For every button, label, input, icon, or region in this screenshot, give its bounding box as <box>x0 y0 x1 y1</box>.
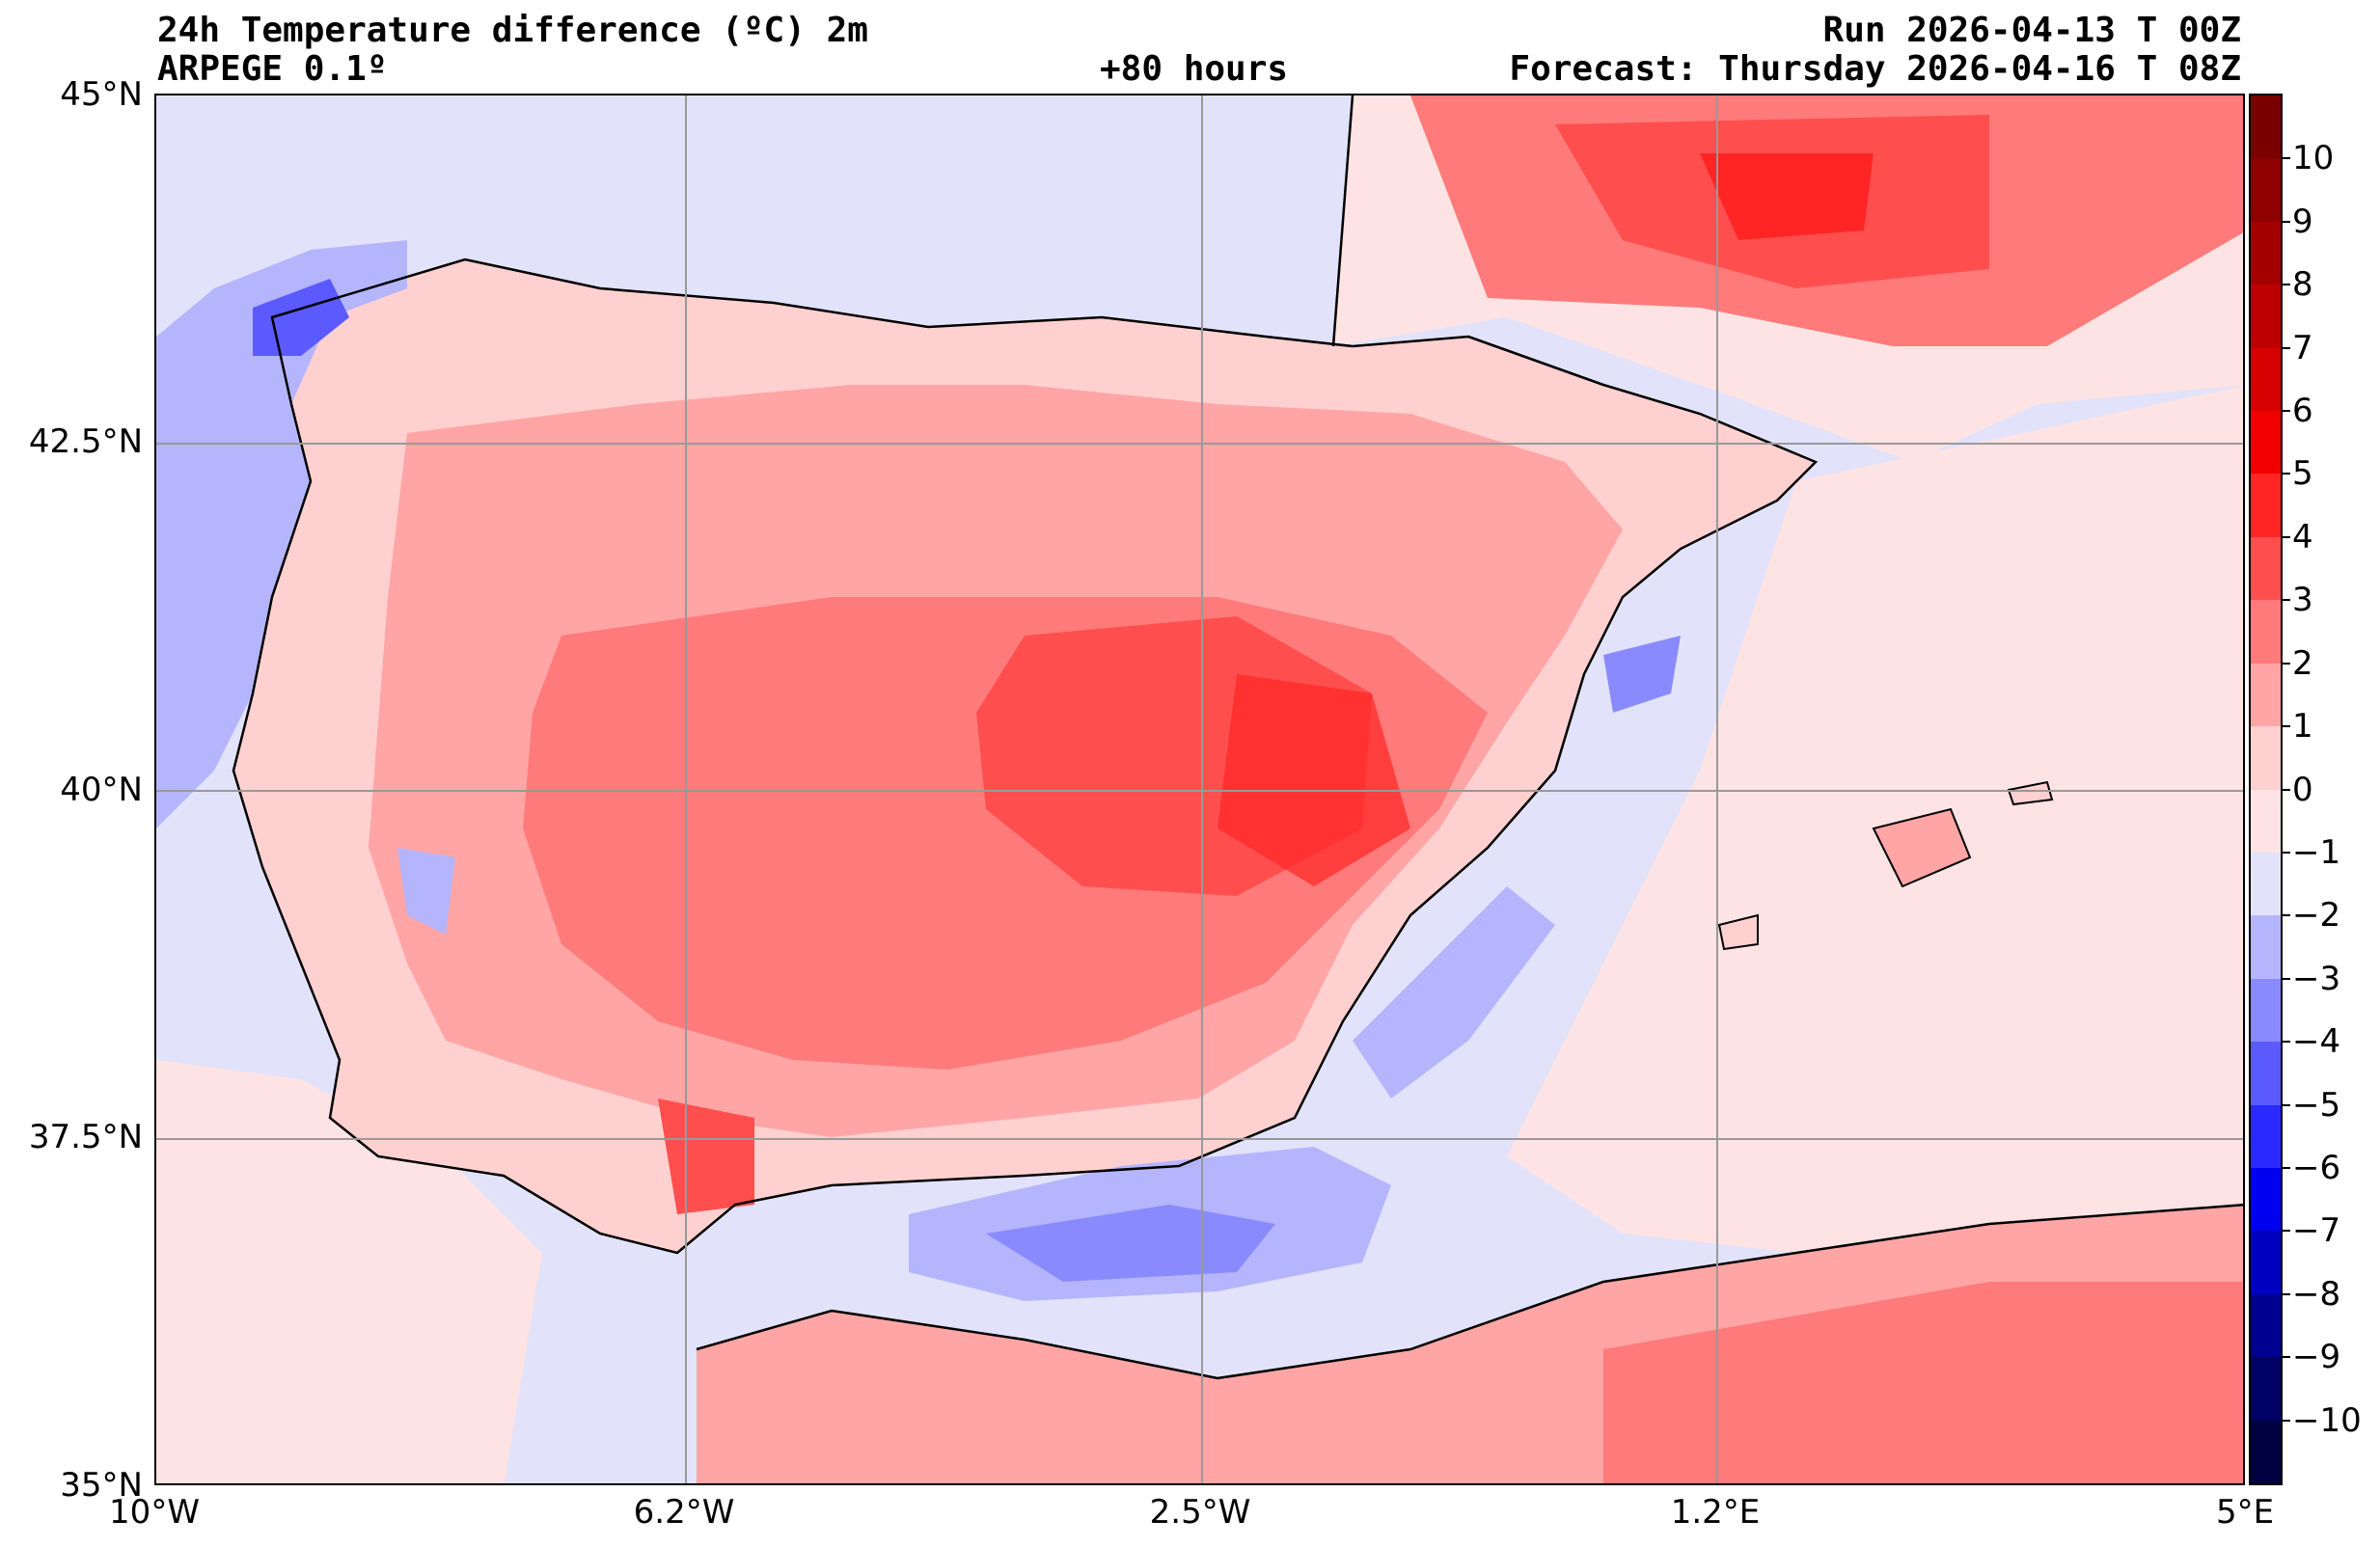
colorbar-label: 2 <box>2292 643 2313 683</box>
cadiz-hotspot <box>658 1099 754 1214</box>
lead-time-label: +80 hours <box>1100 49 1289 89</box>
colorbar-segment <box>2251 474 2281 538</box>
colorbar-tick <box>2283 284 2290 286</box>
colorbar-label: 8 <box>2292 265 2313 305</box>
mediterranean-area <box>1507 385 2243 1262</box>
colorbar-label: 6 <box>2292 392 2313 431</box>
colorbar <box>2249 94 2283 1485</box>
colorbar-segment <box>2251 789 2281 854</box>
atlantic-cool-area <box>156 240 407 828</box>
colorbar-tick <box>2283 1419 2290 1422</box>
colorbar-segment <box>2251 978 2281 1043</box>
east-coast-cool-area <box>1353 886 1555 1099</box>
lon-tick-6-2w: 6.2°W <box>633 1493 735 1532</box>
colorbar-tick <box>2283 1292 2290 1295</box>
france-hotspot <box>1700 153 1874 240</box>
forecast-label: Forecast: Thursday 2026-04-16 T 08Z <box>1509 49 2241 89</box>
graticule <box>156 95 2243 1483</box>
valencia-cool-spot <box>1603 636 1681 713</box>
colorbar-label: 1 <box>2292 707 2313 746</box>
temperature-map <box>154 94 2245 1485</box>
portugal-cool-area <box>397 848 455 935</box>
colorbar-tick <box>2283 977 2290 980</box>
east-hotspot <box>1217 674 1410 886</box>
colorbar-tick <box>2283 535 2290 538</box>
run-label: Run 2026-04-13 T 00Z <box>1822 11 2241 50</box>
colorbar-label: 0 <box>2292 770 2313 809</box>
colorbar-segment <box>2251 95 2281 159</box>
colorbar-tick <box>2283 410 2290 413</box>
lat-tick-42-5: 42.5°N <box>28 422 143 461</box>
colorbar-label: −2 <box>2292 896 2341 936</box>
colorbar-tick <box>2283 1103 2290 1106</box>
colorbar-segment <box>2251 1231 2281 1295</box>
colorbar-label: 5 <box>2292 454 2313 494</box>
colorbar-tick <box>2283 725 2290 728</box>
lon-tick-1-2e: 1.2°E <box>1670 1493 1761 1532</box>
colorbar-segment <box>2251 1042 2281 1106</box>
colorbar-segment <box>2251 600 2281 665</box>
lon-tick-10w: 10°W <box>109 1493 200 1532</box>
colorbar-tick <box>2283 662 2290 665</box>
colorbar-tick <box>2283 346 2290 349</box>
colorbar-tick <box>2283 473 2290 475</box>
colorbar-tick <box>2283 788 2290 791</box>
colorbar-tick <box>2283 1356 2290 1359</box>
colorbar-label: 9 <box>2292 202 2313 241</box>
colorbar-tick <box>2283 851 2290 854</box>
colorbar-segment <box>2251 285 2281 349</box>
colorbar-segment <box>2251 1104 2281 1169</box>
colorbar-tick <box>2283 1230 2290 1233</box>
colorbar-segment <box>2251 411 2281 475</box>
colorbar-tick <box>2283 157 2290 160</box>
colorbar-segment <box>2251 1420 2281 1484</box>
colorbar-tick <box>2283 914 2290 917</box>
algeria-warm-area <box>1603 1282 2243 1483</box>
map-title: 24h Temperature difference (ºC) 2m <box>157 11 868 50</box>
colorbar-segment <box>2251 1293 2281 1358</box>
colorbar-segment <box>2251 1357 2281 1422</box>
colorbar-label: 3 <box>2292 581 2313 620</box>
map-svg <box>156 95 2243 1483</box>
menorca <box>2007 780 2054 806</box>
colorbar-label: −1 <box>2292 832 2341 872</box>
france-coastline <box>1331 95 1604 387</box>
colorbar-segment <box>2251 347 2281 412</box>
colorbar-segment <box>2251 852 2281 916</box>
lat-tick-37-5: 37.5°N <box>28 1118 143 1156</box>
colorbar-segment <box>2251 1167 2281 1232</box>
colorbar-label: −8 <box>2292 1274 2341 1314</box>
colorbar-label: −3 <box>2292 959 2341 998</box>
colorbar-label: −9 <box>2292 1338 2341 1377</box>
colorbar-label: 4 <box>2292 517 2313 556</box>
colorbar-segment <box>2251 726 2281 790</box>
iberia-coastline <box>232 258 1819 1255</box>
colorbar-segment <box>2251 221 2281 285</box>
colorbar-label: −6 <box>2292 1148 2341 1187</box>
lat-tick-45: 45°N <box>60 75 143 114</box>
lat-tick-40: 40°N <box>60 771 143 809</box>
ibiza <box>1717 913 1759 951</box>
africa-coastline <box>696 1204 2243 1380</box>
colorbar-label: −4 <box>2292 1022 2341 1062</box>
colorbar-tick <box>2283 220 2290 223</box>
colorbar-label: −5 <box>2292 1085 2341 1125</box>
colorbar-label: −7 <box>2292 1211 2341 1251</box>
colorbar-tick <box>2283 1166 2290 1169</box>
colorbar-segment <box>2251 915 2281 980</box>
lat-tick-35: 35°N <box>60 1466 143 1505</box>
colorbar-label: 10 <box>2292 139 2335 178</box>
colorbar-tick <box>2283 1041 2290 1044</box>
colorbar-tick <box>2283 599 2290 602</box>
colorbar-segment <box>2251 663 2281 727</box>
colorbar-segment <box>2251 536 2281 601</box>
mallorca <box>1872 807 1972 888</box>
model-label: ARPEGE 0.1º <box>157 49 388 89</box>
colorbar-segment <box>2251 158 2281 223</box>
lon-tick-2-5w: 2.5°W <box>1149 1493 1251 1532</box>
colorbar-label: 7 <box>2292 328 2313 367</box>
lon-tick-5e: 5°E <box>2215 1493 2275 1532</box>
colorbar-label: −10 <box>2292 1400 2362 1440</box>
